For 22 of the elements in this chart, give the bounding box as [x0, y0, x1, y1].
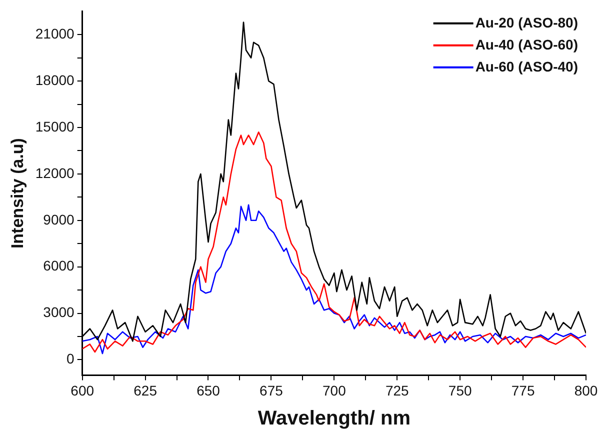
- y-tick-label: 6000: [43, 258, 75, 274]
- y-tick-label: 9000: [43, 211, 75, 228]
- x-tick-label: 700: [322, 382, 346, 398]
- y-tick-label: 12000: [35, 164, 75, 181]
- legend-label: Au-20 (ASO-80): [475, 14, 578, 30]
- legend-label: Au-60 (ASO-40): [475, 58, 578, 74]
- y-tick-label: 0: [66, 350, 75, 367]
- y-tick-label: 15000: [35, 118, 75, 134]
- x-tick-label: 725: [385, 382, 410, 398]
- x-tick-label: 650: [196, 382, 220, 398]
- legend-label: Au-40 (ASO-60): [475, 36, 578, 52]
- x-tick-label: 775: [511, 382, 535, 398]
- x-tick-label: 675: [260, 382, 284, 398]
- y-tick-label: 18000: [35, 72, 75, 88]
- y-tick-label: 3000: [43, 304, 75, 320]
- y-tick-label: 21000: [35, 25, 75, 42]
- x-tick-label: 625: [134, 382, 158, 398]
- x-tick-label: 750: [448, 382, 472, 398]
- x-tick-label: 600: [70, 382, 94, 398]
- x-axis-title: Wavelength/ nm: [258, 408, 410, 430]
- y-axis-title: Intensity (a.u): [8, 138, 27, 249]
- x-tick-label: 800: [574, 382, 598, 398]
